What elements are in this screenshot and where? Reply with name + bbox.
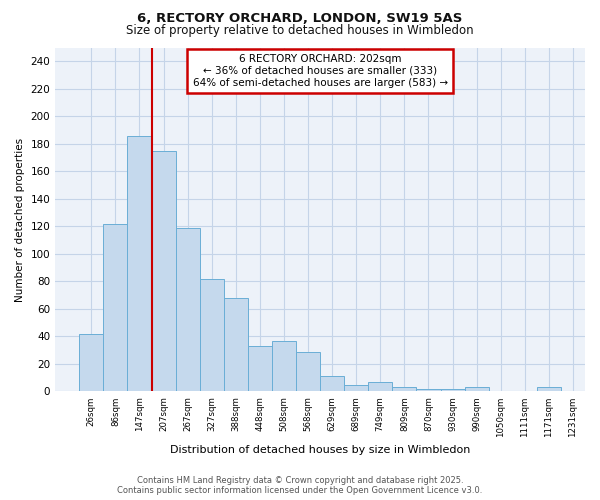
Bar [272,340,296,392]
Bar [464,388,488,392]
Bar [440,388,464,392]
X-axis label: Distribution of detached houses by size in Wimbledon: Distribution of detached houses by size … [170,445,470,455]
Bar [416,388,440,392]
Y-axis label: Number of detached properties: Number of detached properties [15,138,25,302]
Bar [537,388,561,392]
Text: Size of property relative to detached houses in Wimbledon: Size of property relative to detached ho… [126,24,474,37]
Bar [224,298,248,392]
Bar [392,388,416,392]
Bar [176,228,200,392]
Bar [344,384,368,392]
Bar [152,150,176,392]
Text: 6 RECTORY ORCHARD: 202sqm
← 36% of detached houses are smaller (333)
64% of semi: 6 RECTORY ORCHARD: 202sqm ← 36% of detac… [193,54,448,88]
Bar [248,346,272,392]
Bar [296,352,320,392]
Bar [79,334,103,392]
Text: Contains HM Land Registry data © Crown copyright and database right 2025.
Contai: Contains HM Land Registry data © Crown c… [118,476,482,495]
Text: 6, RECTORY ORCHARD, LONDON, SW19 5AS: 6, RECTORY ORCHARD, LONDON, SW19 5AS [137,12,463,26]
Bar [368,382,392,392]
Bar [320,376,344,392]
Bar [127,136,152,392]
Bar [200,278,224,392]
Bar [103,224,127,392]
